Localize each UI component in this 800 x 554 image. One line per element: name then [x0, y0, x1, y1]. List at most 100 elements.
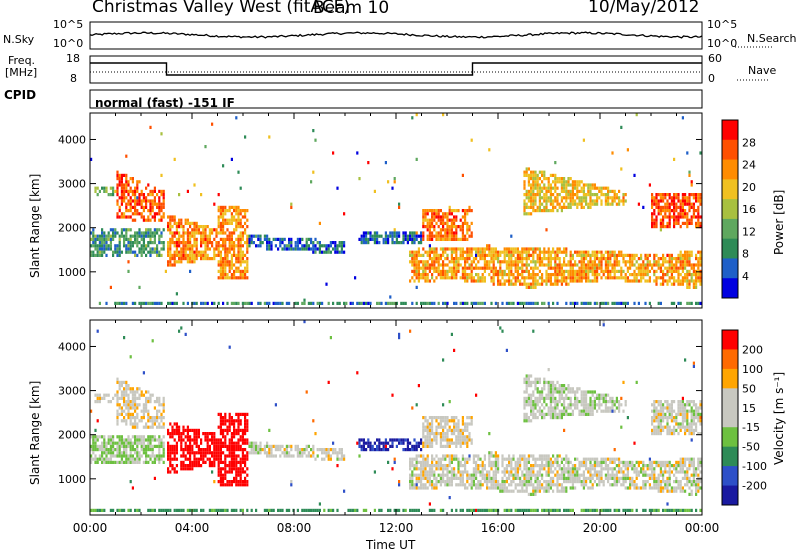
- echo-cell: [156, 409, 159, 413]
- echo-cell: [455, 428, 458, 432]
- echo-cell: [193, 244, 196, 248]
- echo-cell: [444, 237, 447, 241]
- echo-cell: [472, 460, 475, 464]
- echo-cell: [217, 221, 220, 225]
- echo-cell: [92, 234, 95, 238]
- echo-cell: [136, 244, 139, 248]
- echo-cell: [668, 276, 671, 280]
- echo-cell: [444, 432, 447, 436]
- echo-cell: [523, 263, 526, 267]
- echo-cell: [226, 425, 229, 429]
- echo-cell: [490, 257, 493, 261]
- echo-cell: [591, 183, 594, 187]
- echo-cell: [134, 186, 137, 190]
- echo-cell: [327, 451, 330, 455]
- echo-cell: [156, 205, 159, 209]
- echo-cell: [301, 448, 304, 452]
- echo-cell: [657, 266, 660, 270]
- echo-cell: [197, 231, 200, 235]
- echo-cell: [499, 326, 502, 330]
- echo-cell: [417, 253, 420, 257]
- echo-cell: [112, 454, 115, 458]
- echo-cell: [433, 416, 436, 420]
- echo-cell: [103, 189, 106, 193]
- echo-cell: [464, 486, 467, 490]
- echo-cell: [259, 301, 262, 305]
- echo-cell: [230, 451, 233, 455]
- echo-cell: [525, 486, 528, 490]
- echo-cell: [593, 266, 596, 270]
- echo-cell: [466, 279, 469, 283]
- echo-cell: [444, 250, 447, 254]
- echo-cell: [481, 301, 484, 305]
- echo-cell: [158, 234, 161, 238]
- echo-cell: [156, 454, 159, 458]
- echo-cell: [292, 247, 295, 251]
- echo-cell: [420, 464, 423, 468]
- echo-cell: [393, 234, 396, 238]
- echo-cell: [622, 301, 625, 305]
- echo-cell: [382, 241, 385, 245]
- echo-cell: [237, 470, 240, 474]
- echo-cell: [690, 253, 693, 257]
- echo-cell: [431, 508, 434, 512]
- echo-cell: [160, 454, 163, 458]
- echo-cell: [193, 454, 196, 458]
- echo-cell: [448, 476, 451, 480]
- echo-cell: [107, 234, 110, 238]
- echo-cell: [211, 432, 214, 436]
- echo-cell: [101, 186, 104, 190]
- echo-cell: [153, 215, 156, 219]
- echo-cell: [508, 279, 511, 283]
- echo-cell: [428, 209, 431, 213]
- echo-cell: [648, 276, 651, 280]
- echo-cell: [446, 476, 449, 480]
- echo-cell: [340, 454, 343, 458]
- echo-cell: [380, 448, 383, 452]
- echo-cell: [516, 257, 519, 261]
- echo-cell: [431, 441, 434, 445]
- echo-cell: [679, 253, 682, 257]
- echo-cell: [420, 231, 423, 235]
- echo-cell: [442, 467, 445, 471]
- echo-cell: [140, 212, 143, 216]
- echo-cell: [629, 263, 632, 267]
- echo-cell: [525, 266, 528, 270]
- echo-cell: [662, 193, 665, 197]
- echo-cell: [213, 237, 216, 241]
- echo-cell: [186, 244, 189, 248]
- echo-cell: [635, 260, 638, 264]
- echo-cell: [193, 231, 196, 235]
- echo-cell: [684, 276, 687, 280]
- echo-cell: [508, 508, 511, 512]
- echo-cell: [169, 263, 172, 267]
- echo-cell: [677, 221, 680, 225]
- echo-cell: [182, 451, 185, 455]
- echo-cell: [431, 257, 434, 261]
- echo-cell: [92, 451, 95, 455]
- echo-cell: [453, 237, 456, 241]
- echo-cell: [296, 247, 299, 251]
- echo-cell: [217, 412, 220, 416]
- echo-cell: [686, 260, 689, 264]
- echo-cell: [334, 241, 337, 245]
- echo-cell: [129, 457, 132, 461]
- echo-cell: [316, 247, 319, 251]
- echo-cell: [424, 419, 427, 423]
- echo-cell: [147, 231, 150, 235]
- echo-cell: [129, 403, 132, 407]
- echo-cell: [446, 438, 449, 442]
- echo-cell: [219, 448, 222, 452]
- echo-cell: [162, 422, 165, 426]
- echo-cell: [574, 202, 577, 206]
- echo-cell: [450, 476, 453, 480]
- echo-cell: [228, 260, 231, 264]
- echo-cell: [391, 234, 394, 238]
- echo-cell: [314, 138, 317, 142]
- echo-cell: [448, 444, 451, 448]
- echo-cell: [197, 432, 200, 436]
- echo-cell: [519, 476, 522, 480]
- echo-cell: [684, 221, 687, 225]
- echo-cell: [688, 269, 691, 273]
- echo-cell: [138, 393, 141, 397]
